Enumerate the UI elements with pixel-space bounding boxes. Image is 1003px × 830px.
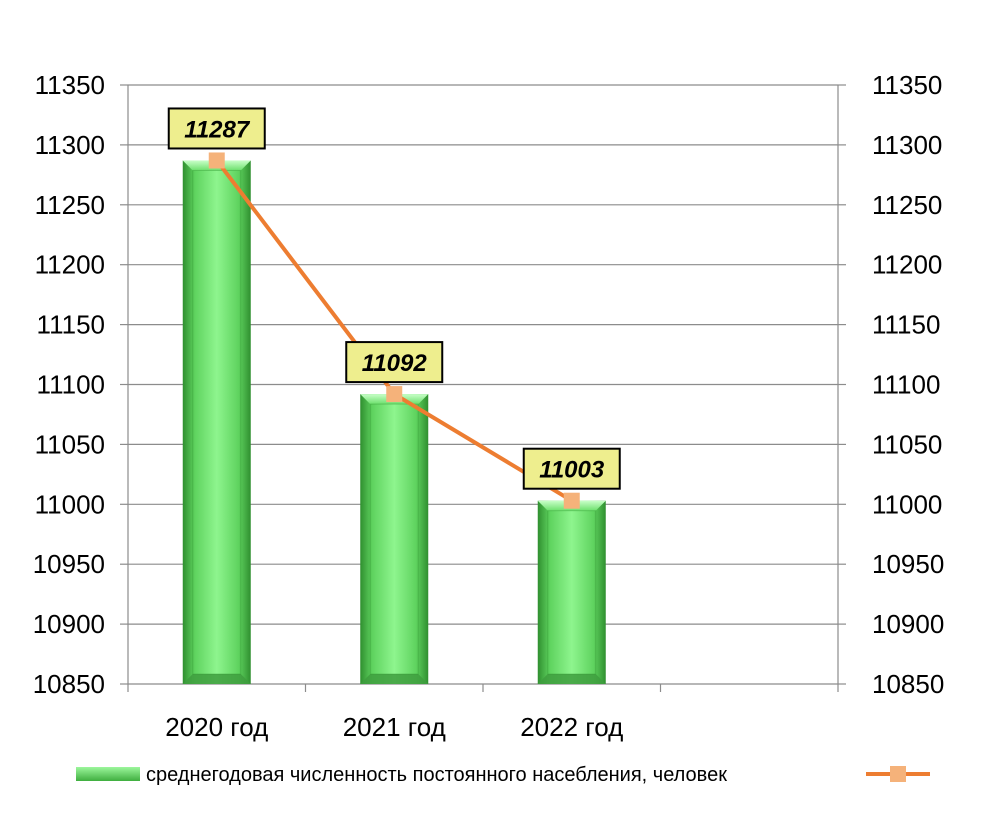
legend-label: среднегодовая численность постоянного на…: [146, 764, 727, 786]
bar-bevel-bottom: [360, 674, 429, 684]
data-label: 11003: [522, 447, 621, 490]
bar-inner-edge: [192, 169, 242, 675]
y-right-tick-label: 11100: [872, 370, 940, 400]
y-right-tick-label: 11000: [872, 489, 942, 519]
legend: среднегодовая численность постоянного на…: [76, 764, 930, 786]
y-left-tick-label: 10950: [33, 549, 105, 579]
y-right-tick-label: 10950: [872, 549, 944, 579]
bar: [360, 394, 429, 684]
x-tick-label: 2020 год: [165, 712, 268, 742]
bar: [182, 160, 251, 684]
bar-body: [182, 160, 251, 684]
data-label: 11092: [345, 341, 444, 384]
y-right-tick-label: 10900: [872, 609, 944, 639]
bar-body: [360, 394, 429, 684]
x-tick-label: 2022 год: [520, 712, 623, 742]
data-label-box: [522, 447, 621, 490]
y-right-tick-label: 11250: [872, 190, 942, 220]
line-marker: [386, 386, 403, 403]
y-left-tick-label: 11300: [35, 130, 105, 160]
bar-bevel-bottom: [182, 674, 251, 684]
y-left-tick-label: 11350: [35, 70, 105, 100]
y-left-tick-label: 11250: [35, 190, 105, 220]
y-left-tick-label: 11200: [35, 250, 105, 280]
y-left-tick-label: 11000: [35, 489, 105, 519]
bar-bevel-bottom: [537, 674, 606, 684]
x-tick-label: 2021 год: [343, 712, 446, 742]
y-left-tick-label: 11150: [37, 310, 105, 340]
data-label-text: 11003: [539, 457, 605, 484]
line-marker: [208, 152, 225, 169]
data-label-box: [167, 107, 266, 150]
y-left-tick-label: 11100: [37, 370, 105, 400]
data-label-text: 11092: [362, 350, 428, 377]
y-right-tick-label: 10850: [872, 669, 944, 699]
bar-inner-edge: [547, 510, 597, 675]
bar-inner-edge: [369, 403, 419, 675]
y-left-tick-label: 11050: [35, 429, 105, 459]
y-right-tick-label: 11200: [872, 250, 942, 280]
y-right-tick-label: 11150: [872, 310, 940, 340]
y-right-tick-label: 11050: [872, 429, 942, 459]
data-label-text: 11287: [184, 116, 251, 143]
data-label: 11287: [167, 107, 266, 150]
legend-swatch-bar: [76, 767, 140, 781]
y-left-tick-label: 10900: [33, 609, 105, 639]
bar: [537, 500, 606, 684]
y-right-tick-label: 11300: [872, 130, 942, 160]
data-label-box: [345, 341, 444, 384]
y-left-tick-label: 10850: [33, 669, 105, 699]
line-marker: [563, 492, 580, 509]
bar-body: [537, 500, 606, 684]
y-right-tick-label: 11350: [872, 70, 942, 100]
legend-swatch-marker: [890, 766, 906, 782]
